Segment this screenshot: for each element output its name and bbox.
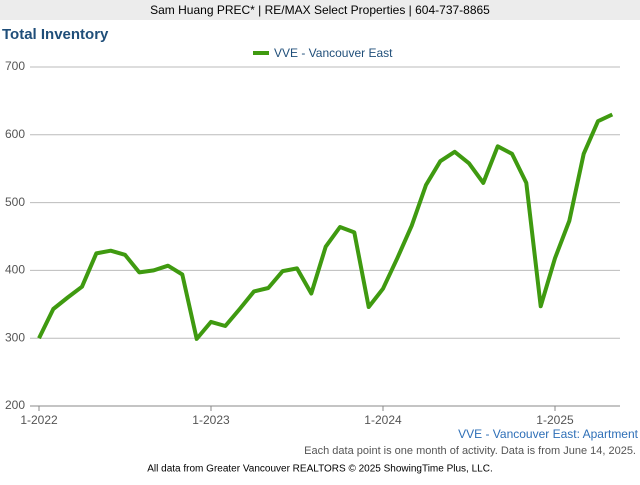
y-tick-label: 600: [5, 127, 25, 141]
source: All data from Greater Vancouver REALTORS…: [147, 464, 492, 475]
legend-label: VVE - Vancouver East: [274, 46, 393, 60]
y-tick-label: 300: [5, 330, 25, 344]
x-tick-label: 1-2024: [364, 413, 402, 427]
subtitle: VVE - Vancouver East: Apartment: [458, 427, 639, 441]
note: Each data point is one month of activity…: [304, 445, 636, 457]
header: Sam Huang PREC* | RE/MAX Select Properti…: [150, 3, 490, 17]
chart-title: Total Inventory: [2, 26, 109, 43]
y-tick-label: 400: [5, 263, 25, 277]
y-tick-label: 500: [5, 195, 25, 209]
x-tick-label: 1-2025: [536, 413, 574, 427]
x-tick-label: 1-2023: [192, 413, 230, 427]
y-tick-label: 700: [5, 59, 25, 73]
series-line: [37, 112, 614, 341]
x-tick-label: 1-2022: [20, 413, 58, 427]
y-tick-label: 200: [5, 398, 25, 412]
header-bar: [0, 0, 640, 20]
